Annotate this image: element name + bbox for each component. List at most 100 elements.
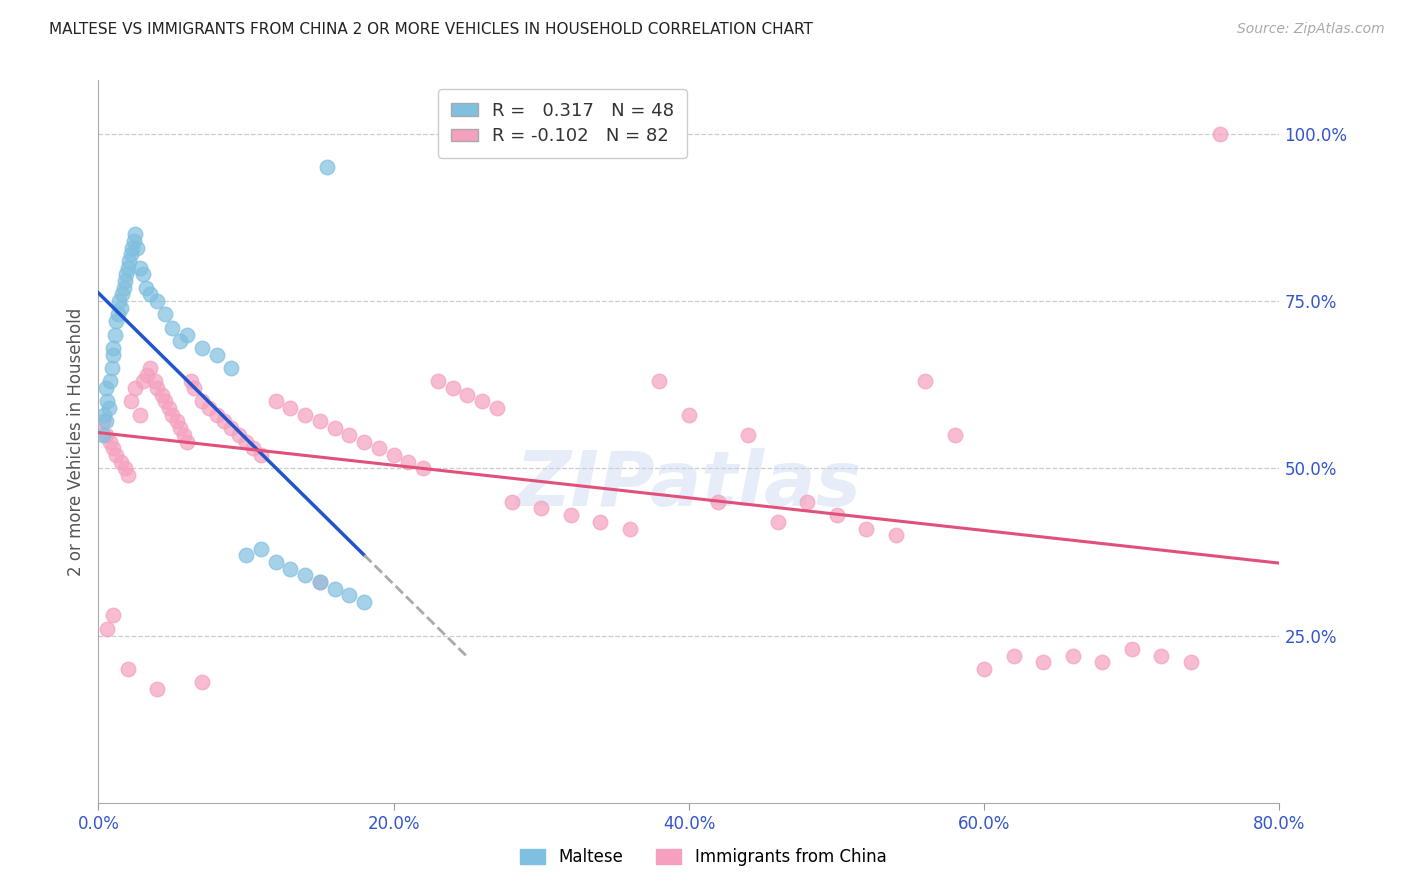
Point bbox=[235, 548, 257, 563]
Point bbox=[96, 394, 118, 409]
Point bbox=[221, 361, 243, 376]
Point bbox=[153, 394, 176, 409]
Point bbox=[108, 293, 131, 308]
Point bbox=[91, 414, 114, 428]
Point bbox=[117, 662, 139, 676]
Point bbox=[825, 508, 848, 523]
Point bbox=[323, 421, 346, 435]
Point bbox=[855, 521, 877, 535]
Point bbox=[198, 401, 221, 416]
Point bbox=[169, 334, 191, 349]
Point bbox=[501, 494, 523, 508]
Point bbox=[486, 401, 509, 416]
Point bbox=[103, 608, 125, 623]
Point bbox=[94, 414, 117, 428]
Point bbox=[128, 408, 150, 422]
Point bbox=[353, 434, 375, 449]
Point bbox=[1032, 655, 1054, 669]
Point bbox=[339, 427, 361, 442]
Point bbox=[228, 427, 250, 442]
Point bbox=[94, 381, 117, 395]
Point bbox=[250, 541, 273, 556]
Point bbox=[973, 662, 995, 676]
Point bbox=[117, 260, 139, 275]
Point bbox=[191, 394, 214, 409]
Point bbox=[796, 494, 818, 508]
Point bbox=[150, 387, 173, 401]
Point bbox=[153, 307, 176, 322]
Point bbox=[441, 381, 464, 395]
Point bbox=[100, 361, 122, 376]
Point bbox=[309, 414, 332, 428]
Point bbox=[707, 494, 730, 508]
Point bbox=[737, 427, 759, 442]
Point bbox=[884, 528, 907, 542]
Point bbox=[136, 368, 159, 382]
Point bbox=[173, 427, 195, 442]
Point bbox=[1062, 648, 1084, 663]
Point bbox=[619, 521, 641, 535]
Point bbox=[98, 375, 121, 389]
Point bbox=[427, 375, 450, 389]
Point bbox=[117, 467, 139, 482]
Point bbox=[530, 501, 553, 516]
Point bbox=[146, 293, 169, 308]
Point bbox=[183, 381, 205, 395]
Point bbox=[368, 442, 391, 455]
Point bbox=[112, 281, 135, 295]
Point bbox=[105, 314, 128, 328]
Point bbox=[132, 375, 155, 389]
Point bbox=[115, 268, 138, 282]
Point bbox=[124, 381, 146, 395]
Point bbox=[212, 414, 235, 428]
Point bbox=[323, 582, 346, 596]
Point bbox=[139, 361, 162, 376]
Legend: R =   0.317   N = 48, R = -0.102   N = 82: R = 0.317 N = 48, R = -0.102 N = 82 bbox=[439, 89, 688, 158]
Point bbox=[162, 321, 183, 335]
Point bbox=[122, 234, 145, 248]
Point bbox=[162, 408, 183, 422]
Point bbox=[176, 434, 198, 449]
Point bbox=[457, 387, 479, 401]
Text: ZIPatlas: ZIPatlas bbox=[516, 448, 862, 522]
Point bbox=[235, 434, 257, 449]
Point bbox=[264, 394, 287, 409]
Point bbox=[166, 414, 188, 428]
Point bbox=[648, 375, 671, 389]
Point bbox=[118, 254, 141, 268]
Point bbox=[135, 281, 157, 295]
Point bbox=[120, 394, 142, 409]
Point bbox=[146, 381, 169, 395]
Point bbox=[914, 375, 936, 389]
Point bbox=[98, 434, 121, 449]
Point bbox=[589, 515, 612, 529]
Point bbox=[309, 575, 332, 590]
Point bbox=[128, 260, 150, 275]
Text: MALTESE VS IMMIGRANTS FROM CHINA 2 OR MORE VEHICLES IN HOUSEHOLD CORRELATION CHA: MALTESE VS IMMIGRANTS FROM CHINA 2 OR MO… bbox=[49, 22, 813, 37]
Point bbox=[205, 348, 228, 362]
Text: Source: ZipAtlas.com: Source: ZipAtlas.com bbox=[1237, 22, 1385, 37]
Point bbox=[120, 247, 142, 261]
Point bbox=[339, 589, 361, 603]
Point bbox=[169, 421, 191, 435]
Point bbox=[180, 375, 202, 389]
Point bbox=[110, 455, 132, 469]
Point bbox=[103, 341, 125, 355]
Point bbox=[191, 675, 214, 690]
Point bbox=[105, 448, 128, 462]
Point bbox=[176, 327, 198, 342]
Point bbox=[316, 161, 339, 175]
Point bbox=[678, 408, 700, 422]
Point bbox=[110, 301, 132, 315]
Point bbox=[97, 401, 120, 416]
Point bbox=[280, 562, 302, 576]
Point bbox=[121, 241, 143, 255]
Point bbox=[146, 681, 169, 696]
Point bbox=[294, 408, 316, 422]
Point bbox=[143, 375, 166, 389]
Point bbox=[221, 421, 243, 435]
Point bbox=[264, 555, 287, 569]
Point bbox=[766, 515, 789, 529]
Point bbox=[93, 408, 115, 422]
Point bbox=[139, 287, 162, 301]
